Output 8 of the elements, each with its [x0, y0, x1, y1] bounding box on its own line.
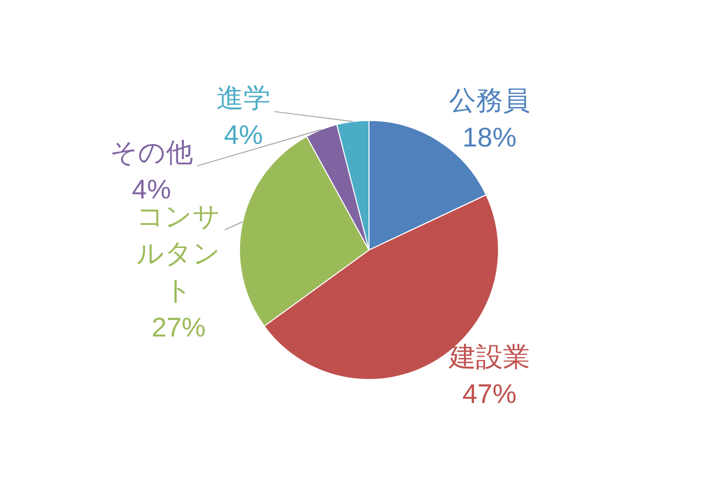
data-label: 4%: [224, 120, 263, 150]
slice-label: 公務員: [448, 85, 530, 116]
data-label: 47%: [462, 378, 516, 409]
slice-label: 進学: [216, 82, 270, 113]
slice-label: 建設業: [448, 342, 530, 372]
data-label: 27%: [152, 312, 206, 342]
data-label: 18%: [462, 122, 516, 152]
slice-label: その他: [110, 137, 193, 168]
